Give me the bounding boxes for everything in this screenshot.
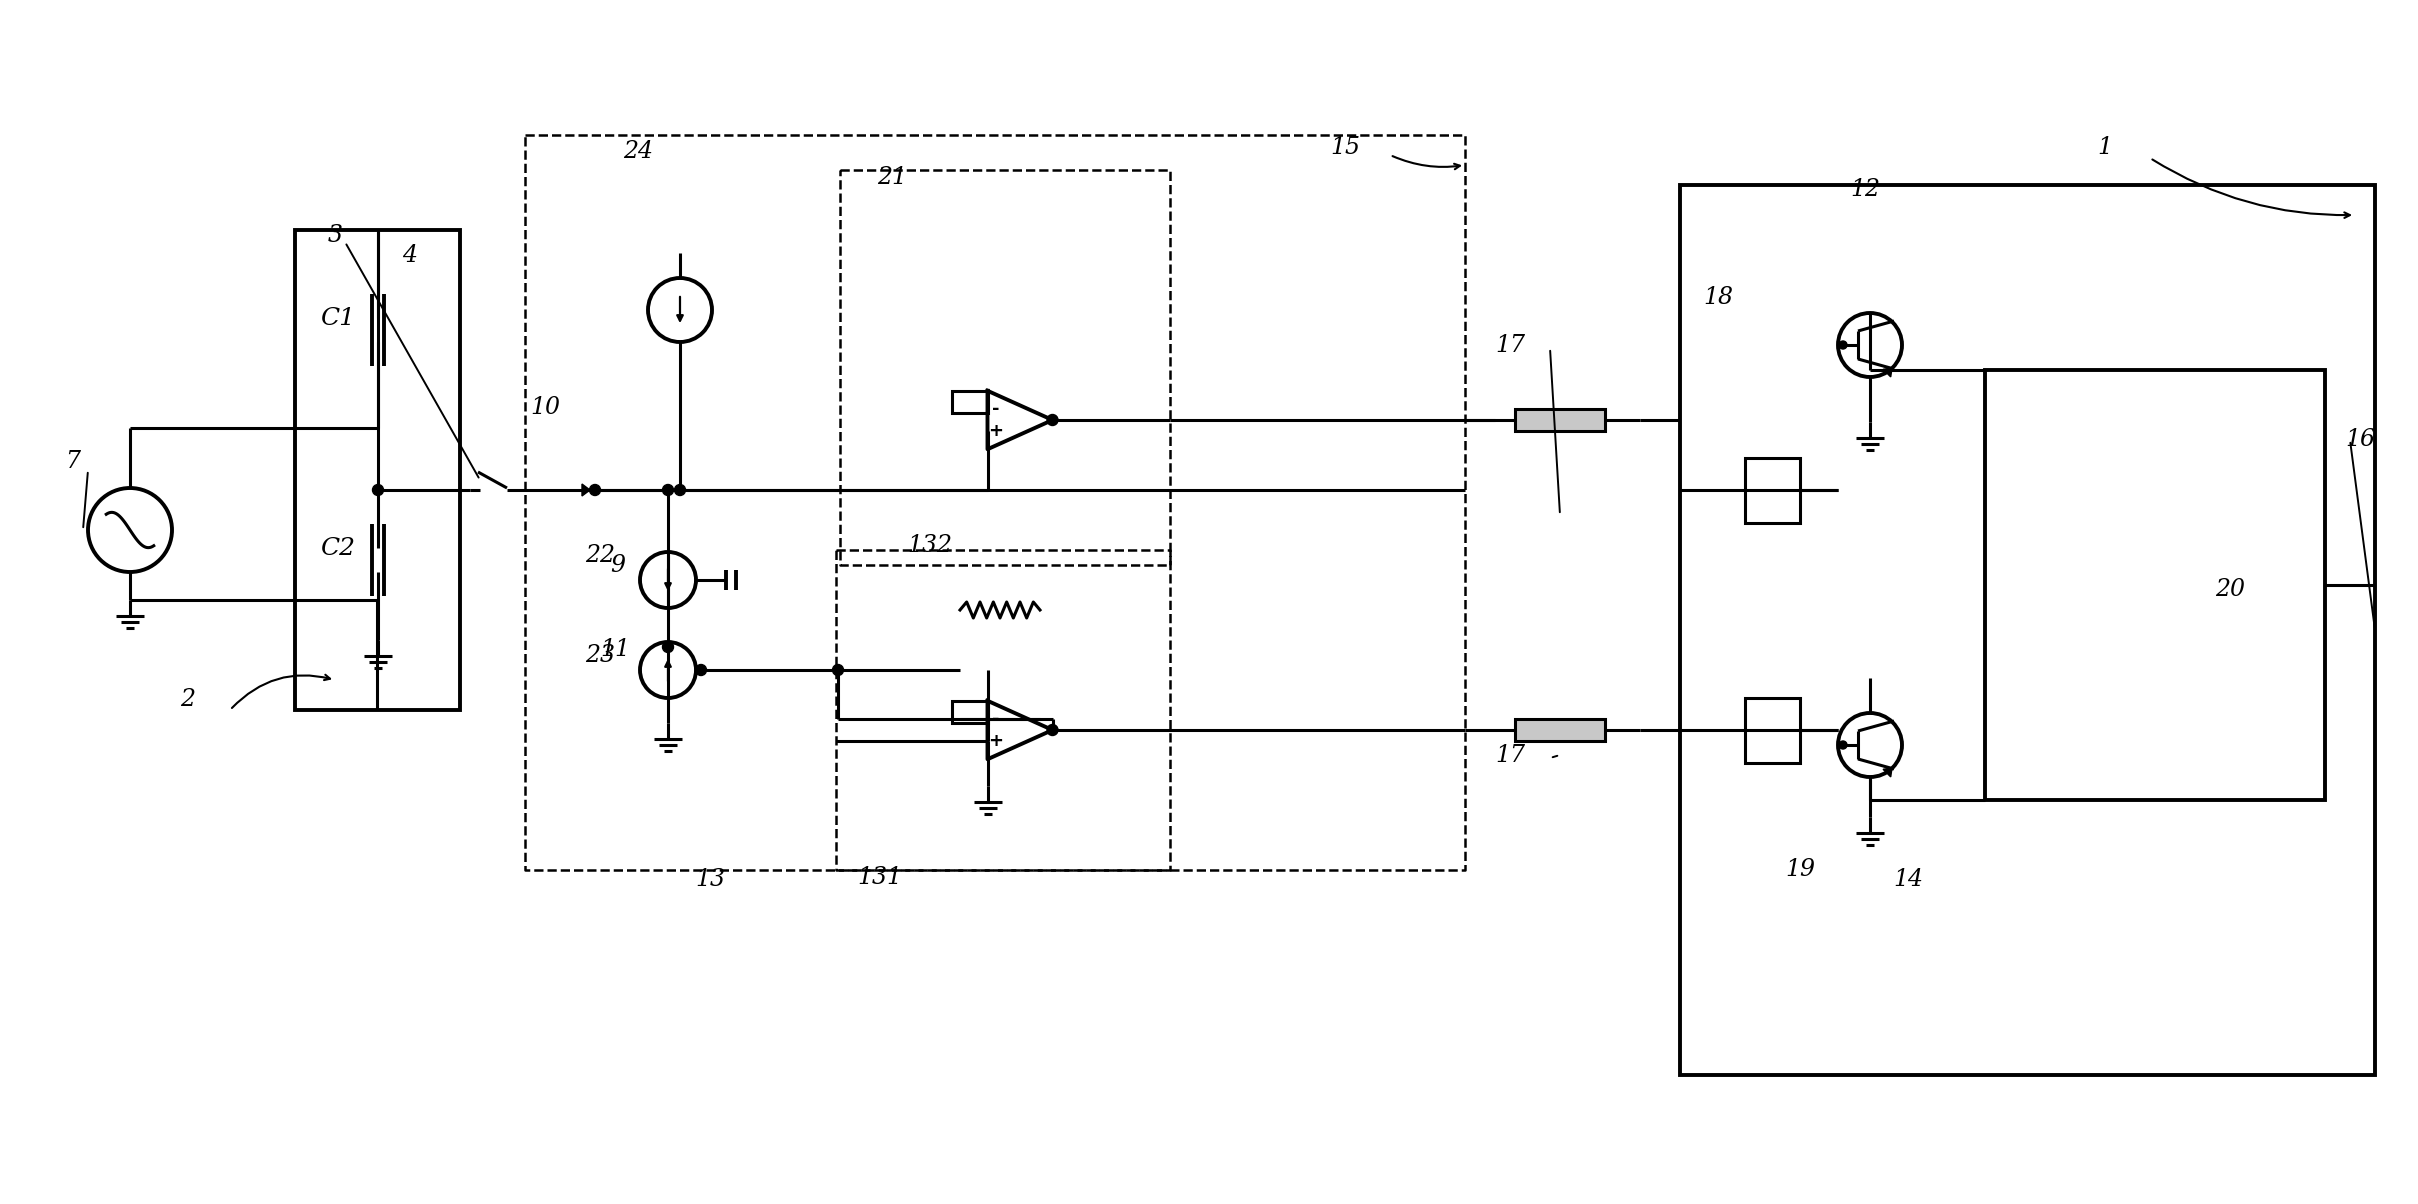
Text: 16: 16 <box>2345 429 2374 452</box>
Bar <box>1985 370 2326 799</box>
Text: 1: 1 <box>2096 136 2113 159</box>
Polygon shape <box>1884 368 1891 377</box>
Circle shape <box>1840 740 1847 749</box>
Text: 9: 9 <box>609 554 626 577</box>
Text: 12: 12 <box>1850 178 1881 201</box>
Text: C1: C1 <box>319 307 355 330</box>
Text: 14: 14 <box>1893 868 1922 891</box>
Bar <box>1746 458 1799 523</box>
Text: 132: 132 <box>907 533 953 556</box>
Text: C2: C2 <box>319 537 355 560</box>
Text: 18: 18 <box>1702 287 1734 309</box>
Circle shape <box>1047 414 1059 425</box>
Text: 21: 21 <box>878 166 907 189</box>
Circle shape <box>696 665 706 675</box>
Text: +: + <box>989 421 1003 439</box>
Text: 19: 19 <box>1784 858 1816 881</box>
Text: 23: 23 <box>585 643 614 667</box>
Bar <box>1746 698 1799 763</box>
Bar <box>295 230 459 710</box>
Circle shape <box>1047 725 1059 736</box>
Circle shape <box>1840 341 1847 349</box>
Text: 15: 15 <box>1330 136 1359 159</box>
Circle shape <box>663 484 675 496</box>
Circle shape <box>663 642 675 653</box>
Circle shape <box>832 665 844 675</box>
Circle shape <box>675 484 684 496</box>
Bar <box>1516 719 1606 740</box>
Polygon shape <box>583 484 590 496</box>
Text: 10: 10 <box>530 396 561 419</box>
Circle shape <box>590 484 600 496</box>
Text: 3: 3 <box>326 224 343 247</box>
Text: 11: 11 <box>600 638 631 661</box>
Text: 22: 22 <box>585 543 614 567</box>
Text: 17: 17 <box>1494 744 1526 767</box>
Text: 13: 13 <box>694 868 725 891</box>
Circle shape <box>372 484 384 496</box>
Text: 20: 20 <box>2215 578 2244 602</box>
Bar <box>1516 409 1606 431</box>
Polygon shape <box>1884 768 1891 777</box>
Text: 24: 24 <box>624 141 653 164</box>
Bar <box>953 701 987 722</box>
Text: -: - <box>991 710 999 728</box>
Text: 4: 4 <box>401 243 418 266</box>
Text: 7: 7 <box>65 450 80 473</box>
Text: +: + <box>989 732 1003 750</box>
Text: 17: 17 <box>1494 334 1526 356</box>
Bar <box>953 391 987 413</box>
Text: 131: 131 <box>858 867 902 890</box>
Text: 2: 2 <box>181 689 196 712</box>
Bar <box>1681 185 2374 1075</box>
Text: -: - <box>991 400 999 418</box>
